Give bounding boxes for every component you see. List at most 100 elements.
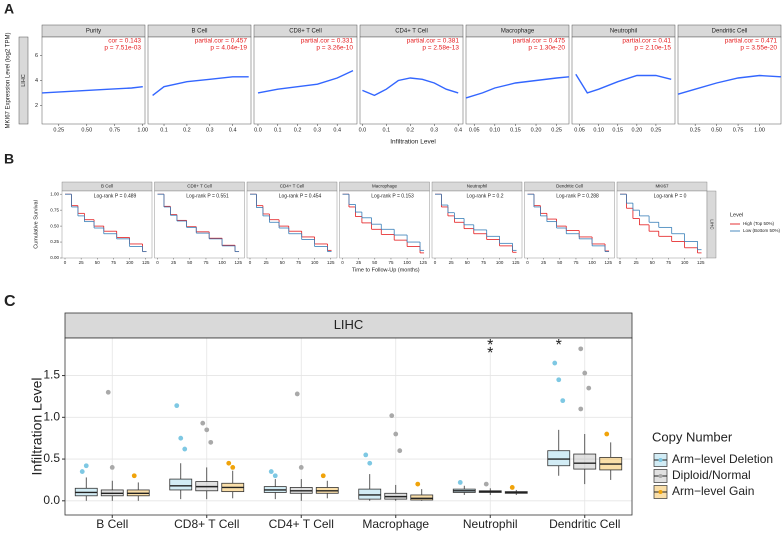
panel-label: B (4, 151, 14, 167)
legend-key-dot (658, 490, 663, 494)
x-tick-label: 50 (95, 260, 101, 265)
facet-title: Dendritic Cell (712, 29, 748, 35)
x-tick-label: 0.50 (711, 127, 722, 133)
trend-line (465, 76, 570, 99)
y-tick-label: 0.25 (50, 239, 59, 244)
row-strip (18, 36, 29, 125)
x-tick-label: 50 (557, 260, 563, 265)
x-tick-label: 75 (111, 260, 117, 265)
outlier-point (604, 431, 610, 437)
logrank-label: Log-rank P = 0.153 (371, 193, 414, 199)
y-tick-label: 1.00 (50, 191, 59, 196)
correlation-label: partial.cor = 0.471 (725, 38, 778, 45)
outlier-point (230, 465, 236, 470)
box (547, 450, 571, 467)
x-tick-label: 0.25 (690, 127, 701, 133)
x-tick-label: 25 (634, 260, 640, 265)
x-tick-label: 125 (512, 260, 520, 265)
x-tick-label: 0 (341, 260, 344, 265)
y-tick-label: 1.0 (43, 409, 60, 423)
logrank-label: Log-rank P = 0 (654, 193, 687, 199)
outlier-point (83, 463, 89, 469)
x-tick-label: 125 (697, 260, 705, 265)
outlier-point (208, 439, 214, 445)
facet-title: Neutrophil (467, 184, 488, 189)
x-tick-label: 0 (434, 260, 437, 265)
facet-title: Dendritic Cell (556, 184, 583, 189)
y-tick-label: 0.5 (43, 451, 60, 465)
x-tick-label: 50 (280, 260, 286, 265)
outlier-point (397, 448, 403, 454)
legend-key-dot (658, 474, 663, 478)
x-tick-label: 0.3 (430, 127, 438, 133)
outlier-point (294, 391, 300, 397)
trend-line (257, 69, 354, 94)
facet-panel (246, 190, 338, 259)
x-tick-label: 100 (403, 260, 411, 265)
y-axis-title: MKI67 Expression Level (log2 TPM) (6, 33, 12, 129)
legend-label: Arm−level Deletion (672, 452, 773, 466)
x-tick-label: 50 (650, 260, 656, 265)
x-tick-label: 75 (573, 260, 579, 265)
x-tick-label: 0.3 (206, 127, 214, 133)
x-tick-label: 0.1 (383, 127, 391, 133)
legend-label: High (Top 50%) (743, 221, 775, 226)
outlier-point (389, 413, 395, 419)
x-tick-label: 25 (171, 260, 177, 265)
outlier-point (457, 480, 463, 485)
outlier-point (363, 452, 369, 458)
box (358, 488, 382, 500)
correlation-label: partial.cor = 0.41 (622, 38, 671, 45)
x-tick-label: 0.1 (274, 127, 282, 133)
y-tick-label: 6 (35, 53, 38, 59)
x-tick-label: 0.2 (183, 127, 191, 133)
facet-panel (253, 36, 358, 125)
x-tick-label: 25 (264, 260, 270, 265)
facet-title: Macrophage (501, 29, 535, 35)
legend-label: Low (Bottom 50%) (743, 228, 781, 233)
x-axis-title: Infiltration Level (390, 139, 436, 146)
x-tick-label: 25 (79, 260, 85, 265)
x-tick-label: 0.10 (489, 127, 500, 133)
trend-line (152, 76, 249, 96)
box (573, 453, 597, 470)
plot-panel (65, 338, 632, 515)
facet-panel (616, 190, 708, 259)
x-tick-label: 0.0 (359, 127, 367, 133)
x-tick-label: 0.10 (593, 127, 604, 133)
significance-star: * (487, 337, 493, 354)
x-tick-label: 1.00 (754, 127, 765, 133)
x-tick-label: 0 (526, 260, 529, 265)
x-tick-label: Neutrophil (463, 517, 518, 531)
correlation-label: partial.cor = 0.457 (195, 38, 248, 45)
y-axis-title: Infiltration Level (29, 377, 45, 475)
x-tick-label: 0.4 (454, 127, 462, 133)
x-tick-label: 50 (187, 260, 193, 265)
facet-panel (359, 36, 464, 125)
trend-line (362, 77, 459, 97)
panel-label: C (4, 293, 16, 310)
outlier-point (320, 473, 326, 479)
outlier-point (415, 481, 421, 487)
outlier-point (131, 473, 137, 479)
outlier-point (578, 406, 584, 412)
outlier-point (272, 473, 278, 479)
legend-title: Copy Number (652, 429, 733, 444)
y-tick-label: 0.75 (50, 207, 59, 212)
logrank-label: Log-rank P = 0.551 (186, 193, 229, 199)
x-tick-label: 0.50 (81, 127, 92, 133)
correlation-label: p = 2.58e-13 (422, 45, 459, 52)
facet-title: CD8+ T Cell (289, 29, 322, 35)
outlier-point (174, 403, 180, 409)
facet-panel (339, 190, 430, 259)
significance-star: * (487, 345, 493, 362)
facet-title: Purity (86, 29, 101, 35)
x-tick-label: 50 (372, 260, 378, 265)
correlation-label: cor = 0.143 (108, 38, 141, 45)
outlier-point (298, 465, 304, 470)
x-tick-label: 0.4 (229, 127, 237, 133)
plot-border (64, 337, 633, 516)
y-tick-label: 0.50 (50, 223, 59, 228)
correlation-label: partial.cor = 0.381 (407, 38, 460, 45)
